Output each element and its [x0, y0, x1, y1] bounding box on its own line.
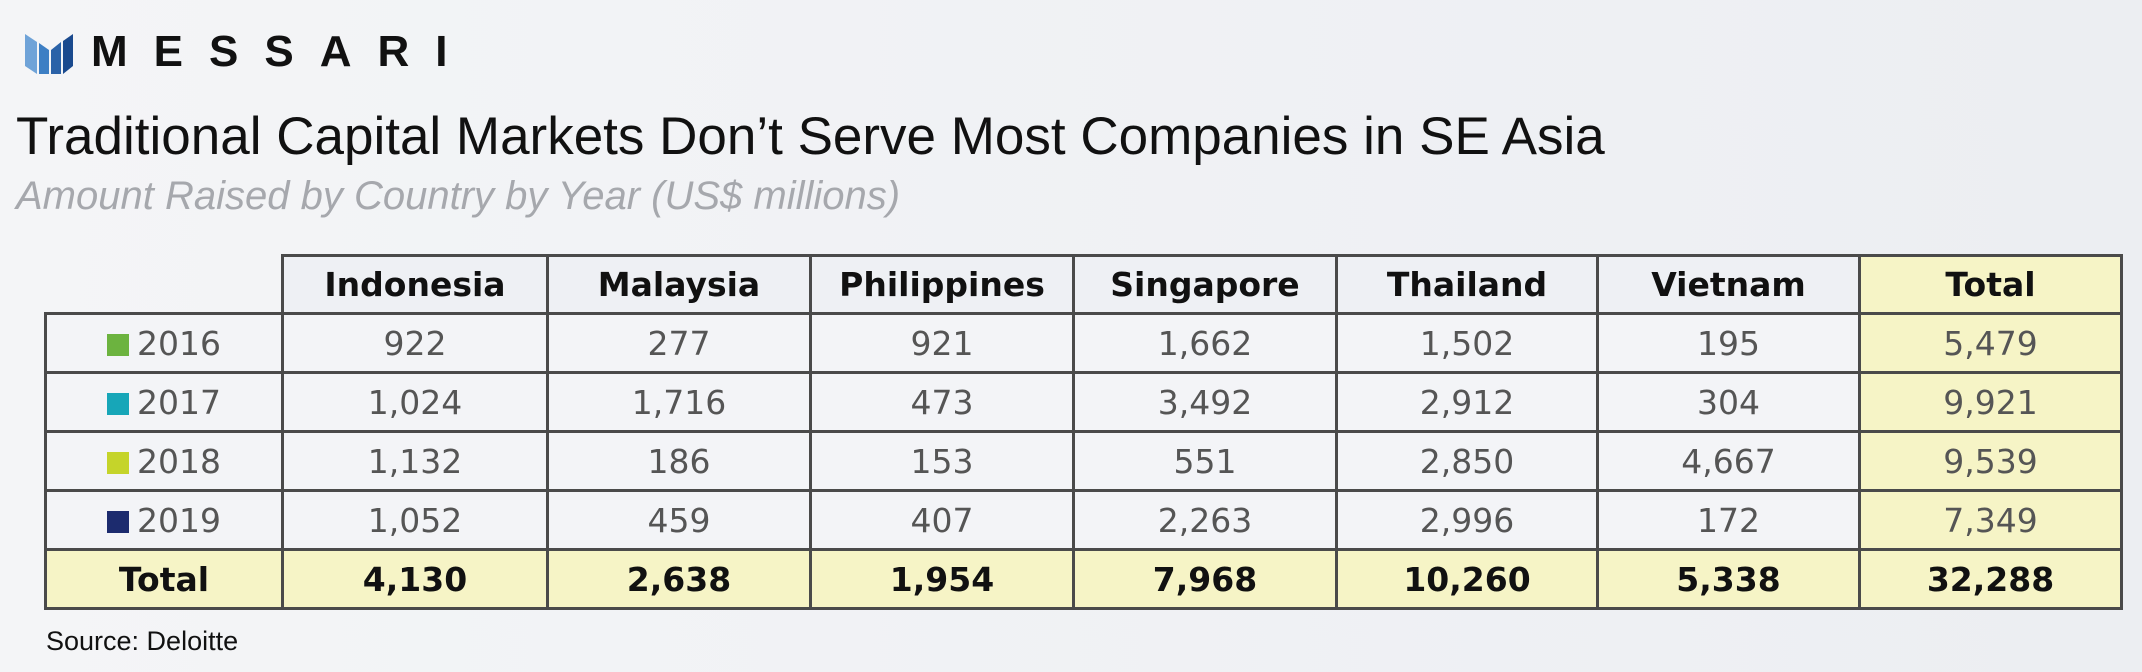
cell: 1,052: [281, 489, 549, 551]
row-label-text: 2017: [137, 382, 221, 422]
cell: 277: [546, 312, 812, 374]
total-row: Total 4,130 2,638 1,954 7,968 10,260 5,338 32,2…: [44, 548, 2123, 610]
cell: 1,502: [1335, 312, 1599, 374]
legend-swatch: [107, 451, 129, 474]
cell: 1,132: [281, 430, 549, 492]
legend-swatch: [107, 510, 129, 533]
column-header: Malaysia: [546, 254, 812, 315]
logo-text: MESSARI: [91, 27, 474, 76]
cell: 172: [1596, 489, 1861, 551]
column-header: Philippines: [809, 254, 1075, 315]
row-label: Total: [44, 548, 284, 610]
cell: 7,349: [1858, 489, 2123, 551]
cell: 9,921: [1858, 371, 2123, 433]
legend-swatch: [107, 333, 129, 356]
data-table: Indonesia Malaysia Philippines Singapore Tha…: [44, 254, 2123, 610]
subtitle: Amount Raised by Country by Year (US$ mi…: [16, 174, 901, 218]
logo-icon: [25, 34, 73, 74]
cell: 922: [281, 312, 549, 374]
cell: 186: [546, 430, 812, 492]
cell: 1,662: [1072, 312, 1338, 374]
row-label: 2018: [44, 430, 284, 492]
cell: 2,850: [1335, 430, 1599, 492]
cell: 5,479: [1858, 312, 2123, 374]
cell: 2,996: [1335, 489, 1599, 551]
cell: 3,492: [1072, 371, 1338, 433]
row-label-text: 2016: [137, 323, 221, 363]
cell: 921: [809, 312, 1075, 374]
column-header: Indonesia: [281, 254, 549, 315]
data-row: 2018 1,132 186 153 551 2,850 4,667 9,539: [44, 430, 2123, 492]
cell: 7,968: [1072, 548, 1338, 610]
cell: 10,260: [1335, 548, 1599, 610]
column-header: Thailand: [1335, 254, 1599, 315]
row-label: 2017: [44, 371, 284, 433]
cell: 32,288: [1858, 548, 2123, 610]
logo: MESSARI: [25, 30, 473, 74]
cell: 2,912: [1335, 371, 1599, 433]
row-label: 2016: [44, 312, 284, 374]
cell: 1,954: [809, 548, 1075, 610]
cell: 195: [1596, 312, 1861, 374]
cell: 2,638: [546, 548, 812, 610]
cell: 459: [546, 489, 812, 551]
cell: 304: [1596, 371, 1861, 433]
cell: 9,539: [1858, 430, 2123, 492]
cell: 1,716: [546, 371, 812, 433]
source: Source: Deloitte: [46, 626, 239, 656]
cell: 4,667: [1596, 430, 1861, 492]
row-label-text: 2019: [137, 500, 221, 540]
cell: 473: [809, 371, 1075, 433]
data-row: 2016 922 277 921 1,662 1,502 195 5,479: [44, 312, 2123, 374]
legend-swatch: [107, 392, 129, 415]
data-row: 2017 1,024 1,716 473 3,492 2,912 304 9,921: [44, 371, 2123, 433]
column-header: Total: [1858, 254, 2123, 315]
header-row: Indonesia Malaysia Philippines Singapore Tha…: [45, 254, 2123, 315]
cell: 2,263: [1072, 489, 1338, 551]
cell: 407: [809, 489, 1075, 551]
column-header: Vietnam: [1596, 254, 1861, 315]
data-row: 2019 1,052 459 407 2,263 2,996 172 7,349: [44, 489, 2123, 551]
cell: 1,024: [281, 371, 549, 433]
cell: 551: [1072, 430, 1338, 492]
corner-cell: [45, 255, 284, 315]
cell: 5,338: [1596, 548, 1861, 610]
row-label: 2019: [44, 489, 284, 551]
column-header: Singapore: [1072, 254, 1338, 315]
title: Traditional Capital Markets Don’t Serve …: [16, 107, 1605, 166]
cell: 153: [809, 430, 1075, 492]
row-label-text: 2018: [137, 441, 221, 481]
cell: 4,130: [281, 548, 549, 610]
